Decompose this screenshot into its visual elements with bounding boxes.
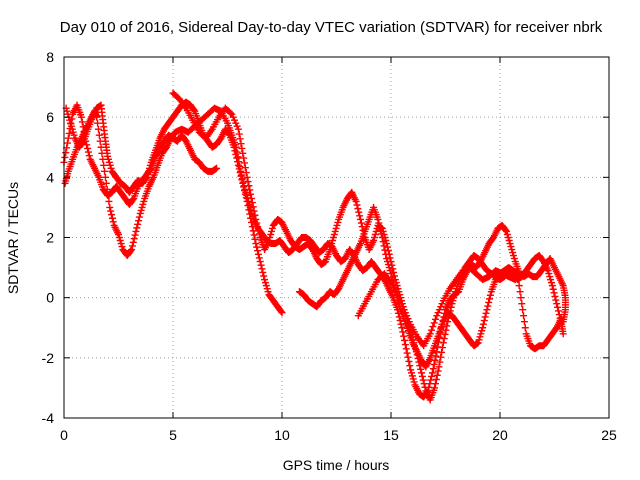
series-track-f: [354, 264, 519, 350]
y-tick-label: 6: [46, 109, 54, 125]
y-tick-label: 8: [46, 49, 54, 65]
y-tick-label: 2: [46, 230, 54, 246]
y-tick-label: -2: [42, 350, 55, 366]
marker-path-track-f: [354, 264, 519, 350]
x-tick-label: 25: [601, 427, 617, 443]
x-axis-label: GPS time / hours: [283, 457, 390, 473]
x-tick-label: 20: [492, 427, 508, 443]
data-points: [60, 89, 569, 404]
y-axis-label: SDTVAR / TECUs: [5, 182, 21, 294]
y-tick-label: 4: [46, 169, 54, 185]
y-tick-label: -4: [42, 410, 55, 426]
y-tick-label: 0: [46, 290, 54, 306]
chart-title: Day 010 of 2016, Sidereal Day-to-day VTE…: [60, 19, 603, 36]
axis-ticks: 0 5 10 15 20 25 -4 -2 0 2 4 6 8: [42, 49, 617, 443]
x-tick-label: 10: [274, 427, 290, 443]
x-tick-label: 0: [60, 427, 68, 443]
x-tick-label: 15: [383, 427, 399, 443]
x-tick-label: 5: [169, 427, 177, 443]
